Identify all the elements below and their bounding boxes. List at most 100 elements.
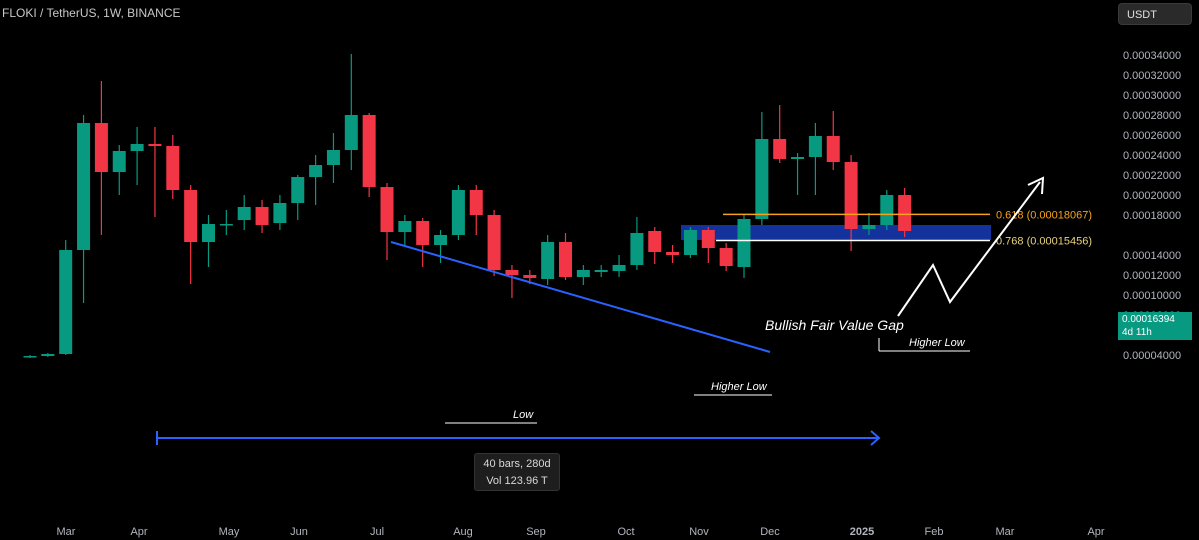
x-tick-label: Oct <box>617 526 634 538</box>
y-tick-label: 0.00032000 <box>1123 70 1181 82</box>
y-tick-label: 0.00034000 <box>1123 50 1181 62</box>
candle-body <box>487 215 501 270</box>
candle-body <box>594 270 608 272</box>
low-label: Low <box>513 409 534 421</box>
range-bars: 40 bars, 280d <box>483 458 551 470</box>
chart-title: FLOKI / TetherUS, 1W, BINANCE <box>2 6 181 20</box>
candle-body <box>309 165 323 177</box>
candle <box>666 245 680 263</box>
x-tick-label: Mar <box>996 526 1015 538</box>
candle-body <box>59 250 73 354</box>
candle-body <box>148 144 162 146</box>
candle <box>701 227 715 263</box>
candle-body <box>273 203 287 223</box>
candle <box>719 243 733 271</box>
candle-body <box>844 162 858 229</box>
candle-body <box>202 224 215 242</box>
candle-body <box>648 231 662 252</box>
y-tick-label: 0.00012000 <box>1123 270 1181 282</box>
candle-body <box>559 242 572 277</box>
x-tick-label: Apr <box>1087 526 1104 538</box>
drawings-back <box>681 225 991 240</box>
candle <box>541 235 555 285</box>
candle-body <box>434 235 448 245</box>
candle <box>773 105 787 163</box>
candle-body <box>41 354 55 356</box>
candle <box>898 188 912 237</box>
candle-body <box>505 270 519 275</box>
candle <box>362 113 376 197</box>
y-tick-label: 0.00024000 <box>1123 150 1181 162</box>
x-tick-label: Nov <box>689 526 709 538</box>
candle-body <box>451 190 465 235</box>
trendline <box>390 241 771 353</box>
candle-body <box>737 219 751 267</box>
range-info-box: 40 bars, 280d Vol 123.96 T <box>474 453 560 491</box>
candle <box>184 185 198 284</box>
candle-body <box>612 265 626 271</box>
candle-body <box>701 230 715 248</box>
x-tick-label: 2025 <box>850 526 874 538</box>
candle-body <box>469 190 483 215</box>
candle <box>166 135 180 199</box>
candle-body <box>326 150 340 165</box>
y-tick-label: 0.00004000 <box>1123 350 1181 362</box>
candle-body <box>576 270 590 277</box>
candle-body <box>166 146 180 190</box>
candle-body <box>291 177 305 203</box>
y-tick-label: 0.00010000 <box>1123 290 1181 302</box>
candle <box>630 217 644 270</box>
y-tick-label: 0.00014000 <box>1123 250 1181 262</box>
drawings-front: 0.618 (0.00018067) 0.768 (0.00015456) Bull… <box>156 176 1092 446</box>
candle <box>77 115 91 303</box>
candle-body <box>416 221 430 245</box>
candle-body <box>219 224 233 226</box>
candle-body <box>683 230 697 255</box>
candle-body <box>630 233 644 265</box>
higher-low-label: Higher Low <box>909 337 966 349</box>
x-tick-label: Sep <box>526 526 546 538</box>
candle <box>112 145 126 195</box>
candle <box>273 195 287 230</box>
candle <box>255 200 269 233</box>
y-tick-label: 0.00020000 <box>1123 190 1181 202</box>
candle <box>23 355 37 358</box>
candle-body <box>184 190 198 242</box>
fib-618-label: 0.618 (0.00018067) <box>996 209 1092 221</box>
candle-body <box>666 252 680 255</box>
projection-arrow <box>897 181 1041 317</box>
candle <box>344 54 358 170</box>
candle <box>434 230 448 263</box>
x-tick-label: Jul <box>370 526 384 538</box>
candle-body <box>773 139 787 159</box>
range-volume: Vol 123.96 T <box>486 475 548 487</box>
currency-button[interactable]: USDT <box>1118 3 1192 25</box>
candle <box>398 215 412 245</box>
candle-body <box>94 123 108 172</box>
candle <box>41 353 55 357</box>
candle <box>130 127 144 185</box>
candle-body <box>130 144 144 151</box>
candle-body <box>541 242 555 279</box>
fib-768-label: 0.768 (0.00015456) <box>996 235 1092 247</box>
higher-low-label: Higher Low <box>711 381 768 393</box>
candle <box>576 265 590 285</box>
candle <box>755 112 769 225</box>
candle <box>291 175 305 220</box>
candle-body <box>255 207 269 225</box>
candle-body <box>755 139 769 219</box>
candle <box>416 218 430 267</box>
candle-body <box>826 136 840 162</box>
current-price: 0.00016394 <box>1122 314 1175 325</box>
x-tick-label: Jun <box>290 526 308 538</box>
y-tick-label: 0.00028000 <box>1123 110 1181 122</box>
candle <box>59 240 73 355</box>
candle-body <box>77 123 91 250</box>
candle <box>469 185 483 235</box>
candle <box>326 133 340 183</box>
candle <box>487 210 501 276</box>
candle <box>791 153 805 195</box>
candle <box>237 195 251 230</box>
candle <box>94 81 108 235</box>
candle-body <box>791 157 805 159</box>
